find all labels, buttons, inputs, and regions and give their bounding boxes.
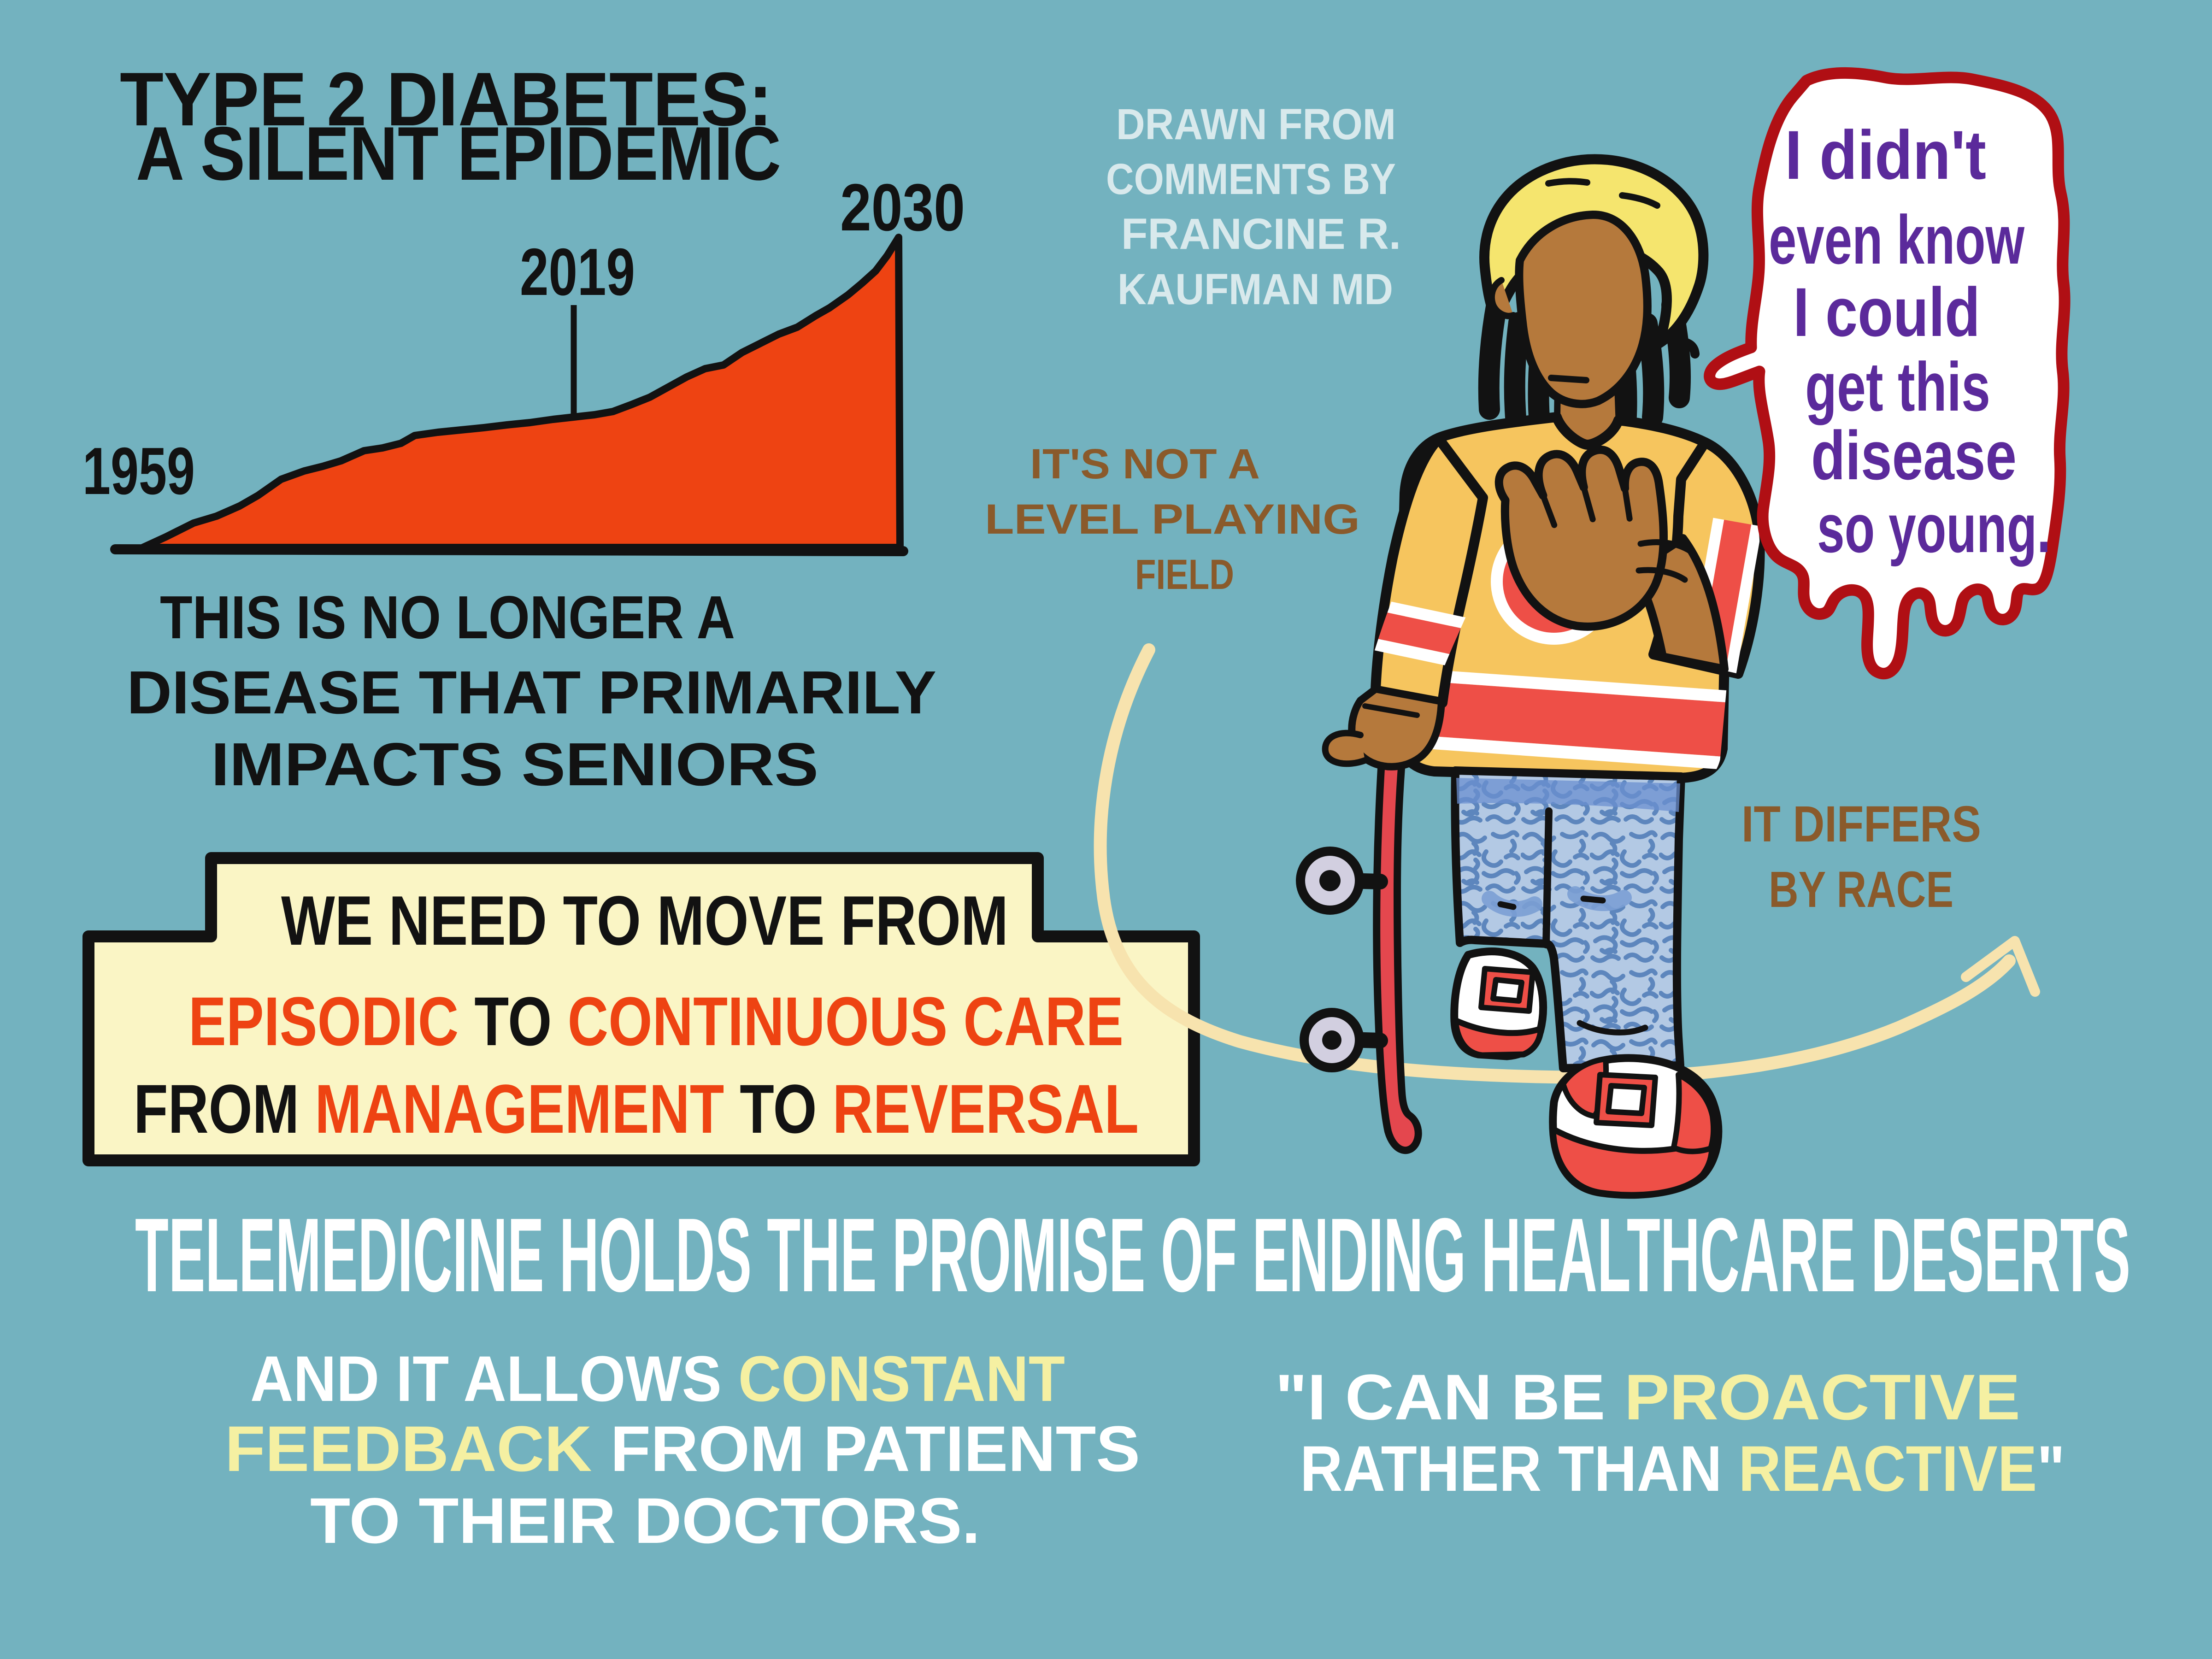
svg-text:KAUFMAN MD: KAUFMAN MD (1118, 265, 1393, 314)
svg-text:DRAWN FROM: DRAWN FROM (1116, 100, 1396, 149)
svg-text:even know: even know (1769, 201, 2024, 278)
svg-text:FIELD: FIELD (1135, 551, 1234, 598)
svg-text:AND IT ALLOWS CONSTANT: AND IT ALLOWS CONSTANT (250, 1342, 1065, 1415)
svg-text:2019: 2019 (520, 235, 635, 309)
svg-text:LEVEL PLAYING: LEVEL PLAYING (985, 496, 1360, 543)
svg-text:IT DIFFERS: IT DIFFERS (1741, 796, 1981, 853)
svg-text:so young.: so young. (1817, 489, 2051, 567)
svg-text:BY RACE: BY RACE (1769, 861, 1953, 918)
svg-text:EPISODIC TO CONTINUOUS CARE: EPISODIC TO CONTINUOUS CARE (188, 982, 1124, 1060)
svg-text:RATHER THAN REACTIVE": RATHER THAN REACTIVE" (1300, 1432, 2065, 1505)
svg-text:TELEMEDICINE HOLDS THE PROMISE: TELEMEDICINE HOLDS THE PROMISE OF ENDING… (135, 1196, 2130, 1313)
svg-text:"I CAN BE PROACTIVE: "I CAN BE PROACTIVE (1275, 1361, 2020, 1433)
svg-text:FROM MANAGEMENT TO REVERSAL: FROM MANAGEMENT TO REVERSAL (134, 1070, 1139, 1147)
svg-text:FRANCINE R.: FRANCINE R. (1121, 210, 1401, 259)
svg-text:1959: 1959 (82, 434, 195, 508)
svg-text:THIS IS NO LONGER A: THIS IS NO LONGER A (160, 583, 735, 651)
svg-text:IMPACTS SENIORS: IMPACTS SENIORS (211, 730, 818, 798)
svg-text:2030: 2030 (840, 170, 965, 245)
svg-text:COMMENTS BY: COMMENTS BY (1106, 155, 1396, 204)
svg-text:get this: get this (1805, 348, 1990, 425)
svg-text:I didn't: I didn't (1785, 116, 1986, 194)
svg-text:A SILENT EPIDEMIC: A SILENT EPIDEMIC (136, 111, 781, 196)
svg-text:DISEASE THAT PRIMARILY: DISEASE THAT PRIMARILY (127, 659, 936, 726)
svg-text:I could: I could (1793, 273, 1980, 351)
svg-text:TO THEIR DOCTORS.: TO THEIR DOCTORS. (310, 1484, 980, 1557)
svg-text:FEEDBACK FROM PATIENTS: FEEDBACK FROM PATIENTS (225, 1412, 1140, 1485)
svg-text:WE NEED TO MOVE FROM: WE NEED TO MOVE FROM (281, 882, 1008, 960)
svg-text:TYPE 2 DIABETES:: TYPE 2 DIABETES: (120, 57, 772, 141)
svg-text:IT'S NOT A: IT'S NOT A (1030, 441, 1260, 488)
svg-text:disease: disease (1811, 417, 2017, 494)
